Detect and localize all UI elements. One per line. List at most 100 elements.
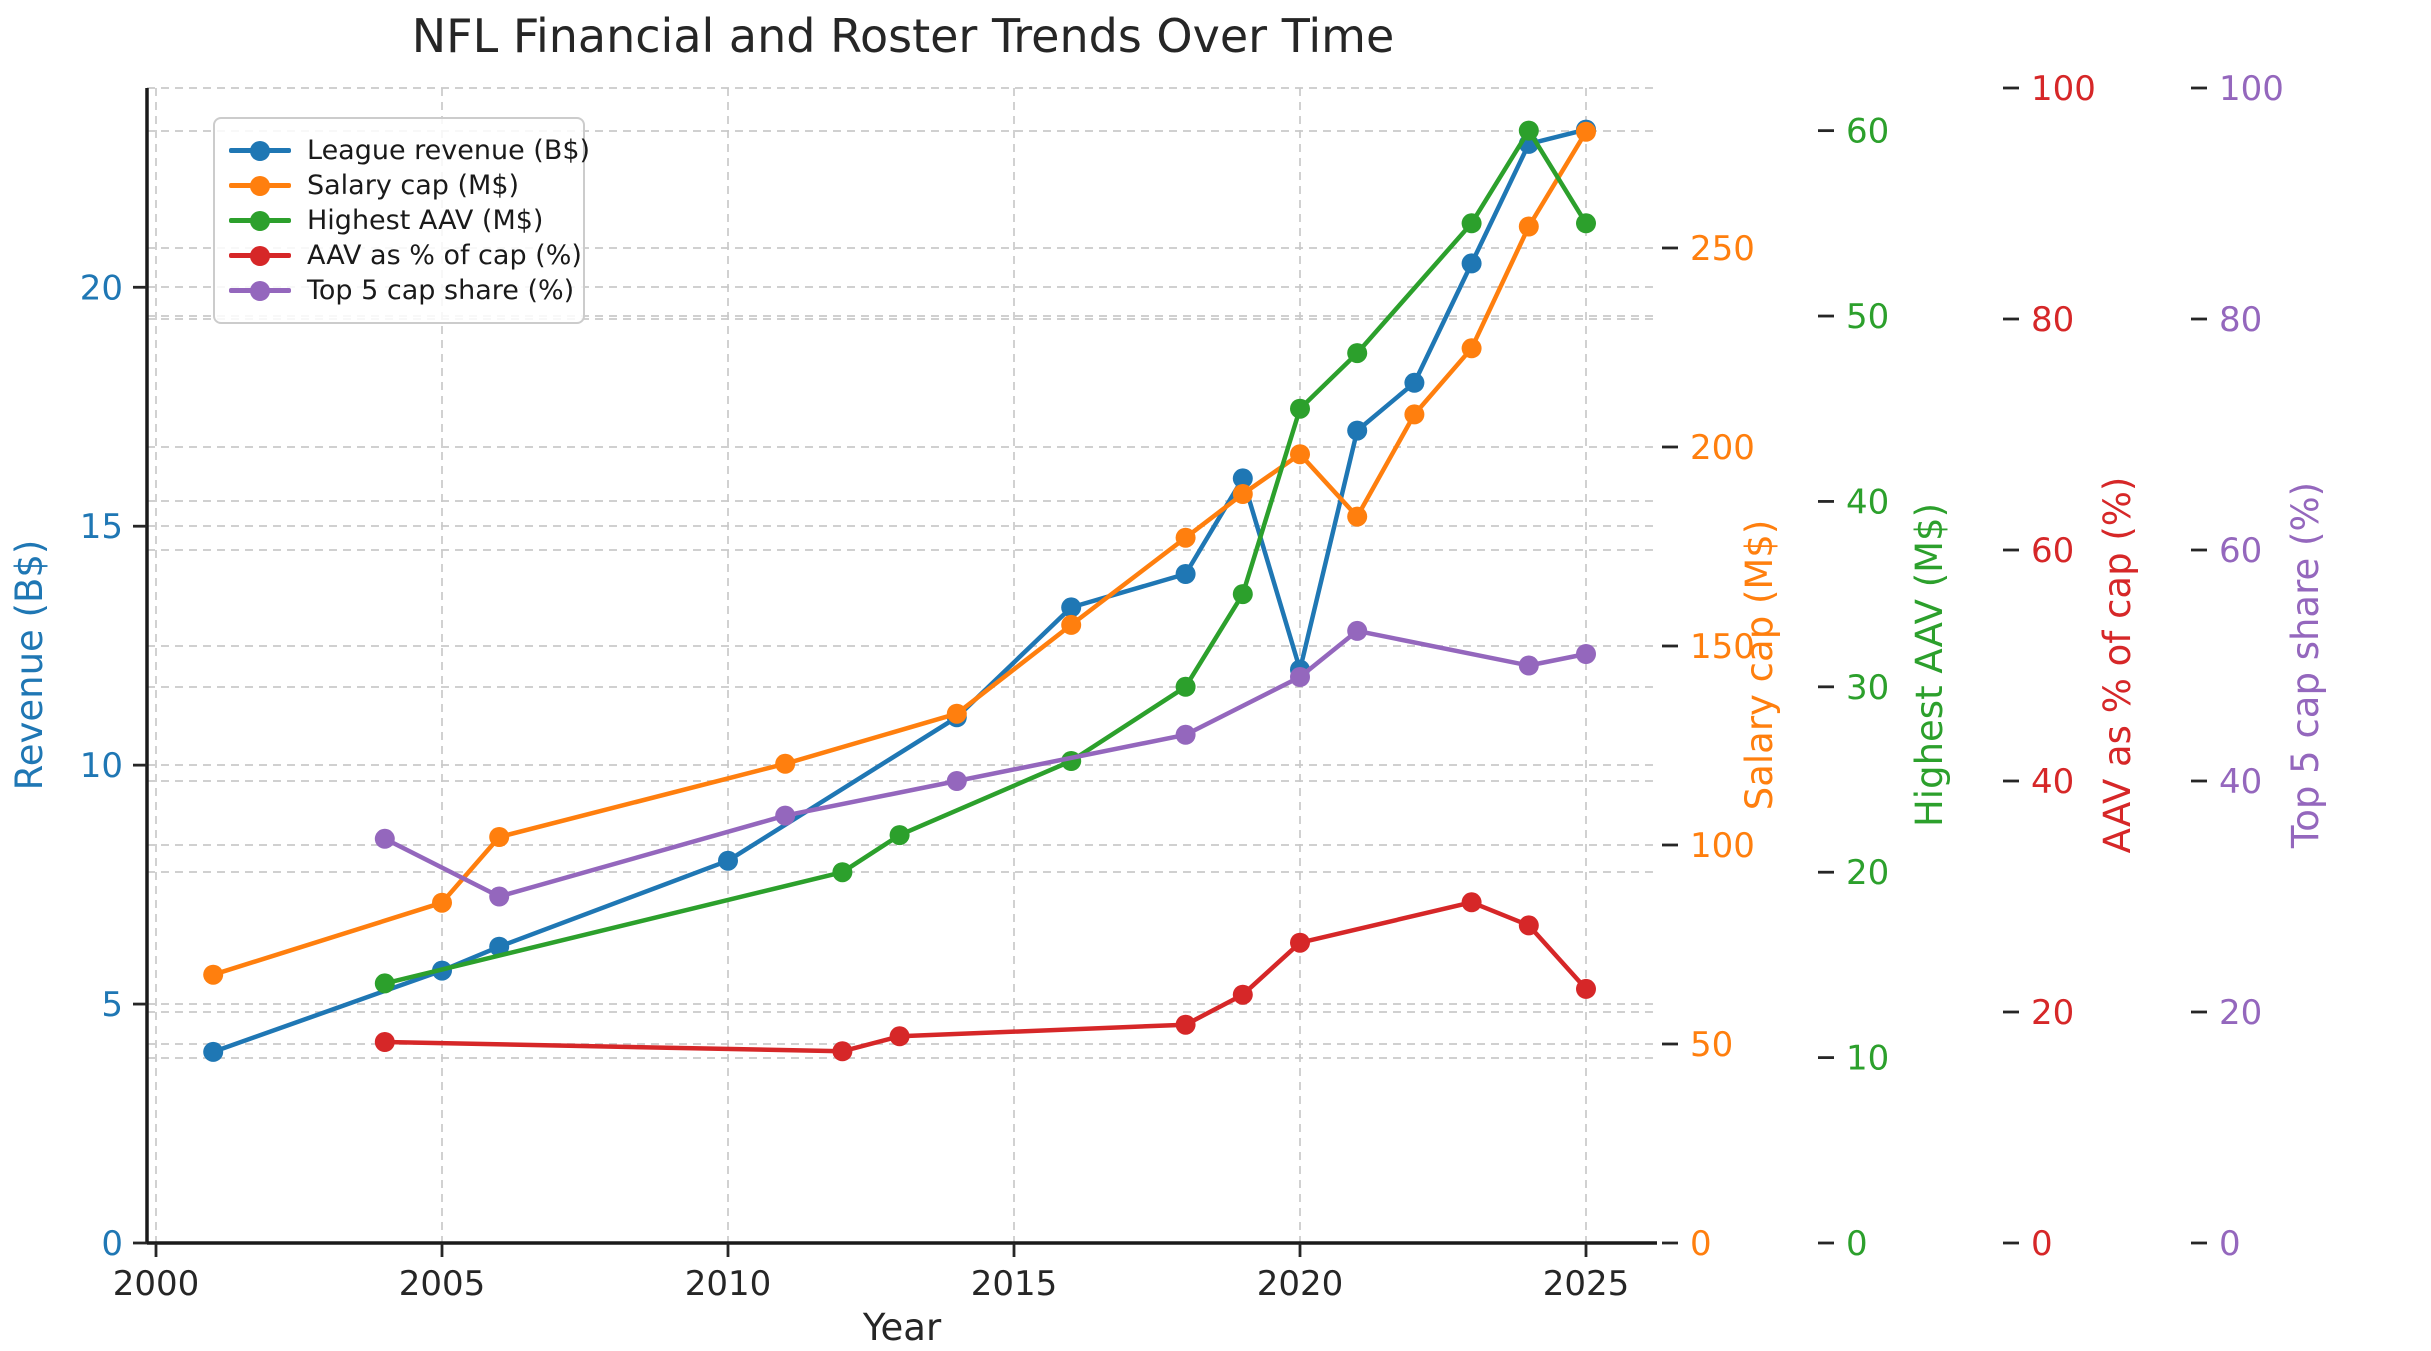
y-tick-label: 50 [1690,1025,1733,1065]
y-tick-label: 5 [101,985,123,1025]
data-point [1404,372,1425,393]
series-line [383,628,1587,899]
y-axis-label-salary-cap: Salary cap (M$) [1738,520,1781,811]
data-point [1404,404,1425,425]
y-tick-label: 50 [1846,297,1889,337]
chart-title: NFL Financial and Roster Trends Over Tim… [412,9,1395,63]
legend-marker-league-revenue [229,140,291,161]
data-point [1175,564,1196,584]
y-tick-label: 40 [1846,482,1889,522]
legend-label: League revenue (B$) [307,135,591,166]
legend-label: AAV as % of cap (%) [307,240,582,271]
legend-entry-highest-aav: Highest AAV (M$) [229,203,565,238]
y-tick-label: 80 [2031,300,2074,340]
data-point [1175,676,1196,697]
data-point [203,964,224,985]
series-line [212,130,1588,977]
data-point [489,827,510,847]
data-point [1576,644,1596,664]
y-tick-label: 0 [1690,1224,1712,1264]
data-point [1518,120,1539,141]
data-point [1290,932,1310,953]
legend-marker-top5-share [229,280,291,301]
data-point [1175,1014,1196,1035]
legend-label: Salary cap (M$) [307,170,520,201]
legend-entry-league-revenue: League revenue (B$) [229,133,590,168]
data-point [832,1041,853,1062]
y-tick-label: 40 [2219,762,2262,802]
legend-marker-salary-cap [229,175,291,196]
data-point [1290,444,1310,465]
data-point [1347,620,1368,641]
data-point [1576,978,1596,999]
x-tick-label: 2020 [1257,1264,1344,1304]
x-tick-label: 2005 [399,1264,486,1304]
data-point [832,862,853,883]
y-tick-label: 200 [1690,428,1755,468]
data-point [1461,253,1482,274]
series-top5 [374,620,1596,907]
data-point [1175,527,1196,548]
y-tick-label: 100 [2219,69,2284,109]
series-pct [374,892,1596,1062]
y-tick-label: 10 [80,746,123,786]
data-point [889,825,910,846]
y-tick-label: 80 [2219,300,2262,340]
y-tick-label: 15 [80,507,123,547]
data-point [1290,398,1310,419]
chart-legend: League revenue (B$) Salary cap (M$) High… [213,117,590,324]
y-tick-label: 150 [1690,627,1755,667]
data-point [775,805,796,826]
data-point [1518,915,1539,936]
data-point [1461,892,1482,913]
data-point [1175,724,1196,745]
y-axis-label-highest-aav: Highest AAV (M$) [1908,503,1951,827]
y-tick-label: 40 [2031,762,2074,802]
x-tick-label: 2010 [685,1264,772,1304]
legend-marker-aav-pct [229,245,291,266]
legend-entry-aav-pct: AAV as % of cap (%) [229,238,582,273]
data-point [1061,597,1082,618]
series-cap [203,121,1596,985]
data-point [718,850,738,871]
data-series [203,119,1596,1062]
data-point [374,828,395,849]
data-point [1518,216,1539,237]
y-tick-label: 20 [2031,993,2074,1033]
y-tick-label: 10 [1846,1039,1889,1079]
data-point [1061,614,1082,635]
data-point [889,1026,910,1047]
data-point [1232,584,1253,605]
series-line [212,127,1587,1055]
x-tick-label: 2000 [113,1264,200,1304]
data-point [1232,484,1253,504]
y-tick-label: 0 [1846,1224,1868,1264]
data-point [1461,213,1482,234]
y-tick-label: 100 [1690,826,1755,866]
data-point [1461,338,1482,359]
data-point [489,886,510,907]
y-axis-label-top5-cap-share: Top 5 cap share (%) [2284,482,2327,849]
data-point [946,771,967,791]
data-point [1290,667,1310,687]
y-axis-label-revenue: Revenue (B$) [8,540,51,791]
y-axis-label-aav-pct-of-cap: AAV as % of cap (%) [2096,477,2139,854]
data-point [489,936,510,957]
legend-label: Top 5 cap share (%) [307,275,575,306]
data-point [1347,420,1368,441]
y-tick-label: 60 [2031,531,2074,571]
data-point [374,1032,395,1052]
x-tick-label: 2025 [1543,1264,1630,1304]
y-tick-label: 0 [2219,1224,2241,1264]
axis-spines [145,88,1657,1245]
series-aav [374,120,1596,994]
series-line [384,900,1588,1054]
legend-entry-top5-share: Top 5 cap share (%) [229,273,574,308]
y-tick-label: 0 [2031,1224,2053,1264]
data-point [432,892,452,913]
data-point [775,753,796,774]
y-tick-label: 20 [80,268,123,308]
y-tick-label: 20 [2219,993,2262,1033]
